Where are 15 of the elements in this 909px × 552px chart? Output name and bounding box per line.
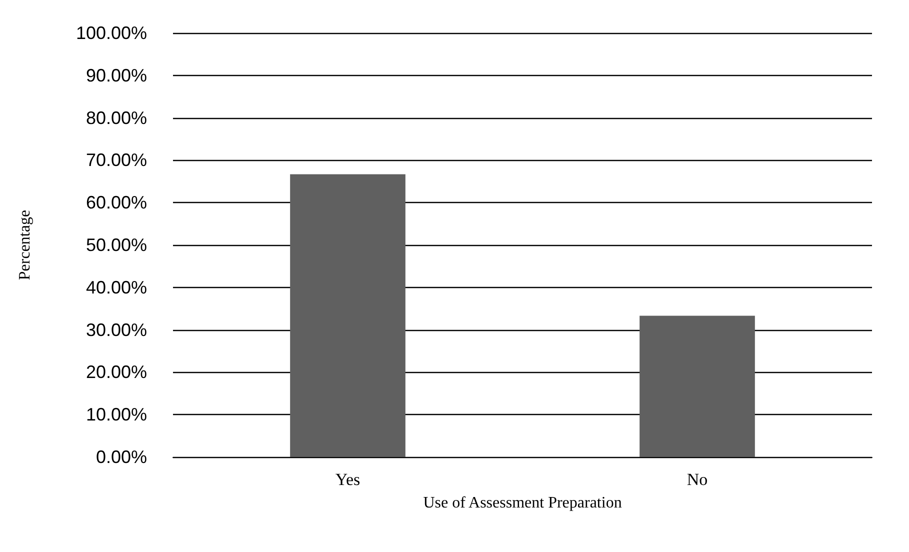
y-tick-label: 50.00% (86, 235, 147, 255)
y-tick-label: 90.00% (86, 65, 147, 86)
y-tick-label: 30.00% (86, 320, 147, 340)
y-tick-label: 100.00% (76, 23, 147, 43)
y-tick-label: 10.00% (86, 404, 147, 425)
x-tick-label: Yes (335, 470, 360, 489)
y-tick-label: 20.00% (86, 362, 147, 382)
y-axis-title: Percentage (16, 210, 34, 280)
x-axis-title: Use of Assessment Preparation (423, 494, 622, 512)
y-tick-label: 70.00% (86, 150, 147, 170)
x-tick-label: No (686, 470, 708, 489)
y-tick-label: 80.00% (86, 108, 147, 128)
y-tick-label: 40.00% (86, 277, 147, 298)
y-tick-label: 60.00% (86, 192, 147, 213)
y-tick-label: 0.00% (96, 447, 147, 467)
